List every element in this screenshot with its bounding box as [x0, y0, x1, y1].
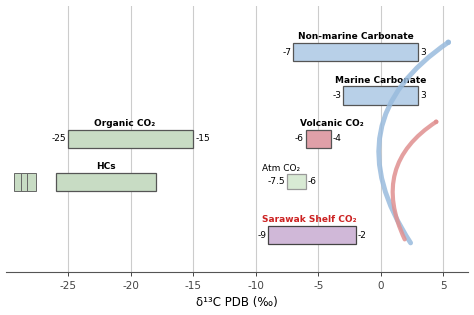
Text: -9: -9	[257, 231, 266, 240]
Text: -4: -4	[333, 134, 342, 143]
Text: -6: -6	[308, 177, 317, 186]
Text: -2: -2	[358, 231, 366, 240]
Text: Non-marine Carbonate: Non-marine Carbonate	[298, 32, 414, 41]
Bar	[20, 173, 29, 191]
Bar	[55, 173, 155, 191]
Text: HCs: HCs	[96, 162, 116, 171]
Text: -7: -7	[283, 48, 292, 57]
Text: -15: -15	[195, 134, 210, 143]
Bar	[68, 129, 193, 148]
Bar	[268, 226, 356, 244]
Text: -7.5: -7.5	[267, 177, 285, 186]
FancyArrowPatch shape	[392, 122, 437, 239]
Bar	[306, 129, 331, 148]
Text: -3: -3	[332, 91, 341, 100]
Text: -6: -6	[295, 134, 304, 143]
FancyArrowPatch shape	[379, 42, 448, 243]
Text: -25: -25	[52, 134, 66, 143]
Text: 3: 3	[420, 48, 426, 57]
Text: Organic CO₂: Organic CO₂	[94, 119, 155, 128]
Bar	[287, 175, 306, 190]
X-axis label: δ¹³C PDB (‰): δ¹³C PDB (‰)	[196, 296, 278, 309]
Text: 3: 3	[420, 91, 426, 100]
Bar	[343, 86, 419, 105]
Text: Atm CO₂: Atm CO₂	[262, 164, 300, 173]
Text: Sarawak Shelf CO₂: Sarawak Shelf CO₂	[262, 215, 356, 224]
Bar	[14, 173, 23, 191]
Text: Volcanic CO₂: Volcanic CO₂	[300, 119, 363, 128]
Bar	[293, 43, 419, 61]
Text: Marine Carbonate: Marine Carbonate	[335, 76, 427, 85]
Bar	[27, 173, 36, 191]
